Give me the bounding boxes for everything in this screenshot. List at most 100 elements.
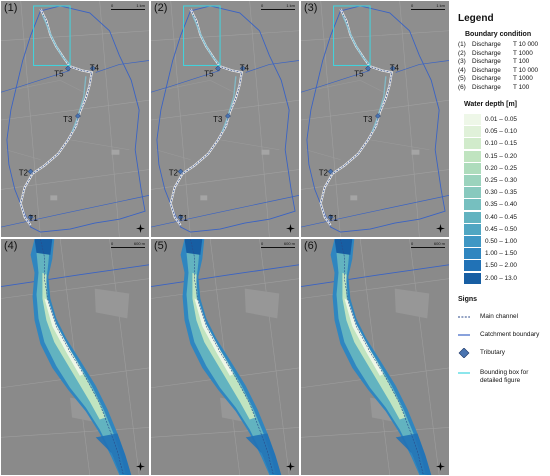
water-depth-heading: Water depth [m]	[464, 101, 518, 108]
water-depth-class: 0.10 – 0.15	[464, 138, 548, 150]
boundary-condition-period: T 10 000	[513, 41, 539, 48]
detail-flood-map	[1, 239, 149, 475]
north-arrow-icon	[136, 462, 145, 471]
tributary-label-t5: T5	[354, 69, 364, 78]
scale-bar-line	[261, 247, 295, 248]
water-depth-class: 1.50 – 2.00	[464, 260, 548, 272]
scale-bar-zero: 0	[111, 3, 114, 8]
tributary-label-t1: T1	[179, 214, 189, 223]
boundary-condition-period: T 1000	[513, 75, 533, 83]
boundary-condition-id: (2)	[458, 49, 466, 57]
water-depth-swatch	[464, 272, 481, 284]
boundary-condition-item: (5) Discharge T 1000	[458, 75, 550, 84]
boundary-condition-period: T 100	[513, 84, 530, 91]
sign-label: Main channel	[480, 313, 519, 320]
legend-title: Legend	[458, 13, 494, 24]
scale-bar-zero: 0	[411, 3, 414, 8]
water-depth-range: 0.05 – 0.10	[485, 128, 517, 136]
sign-label: Bounding box for detailed figure	[480, 369, 529, 384]
panel-label: (1)	[4, 2, 18, 14]
tributary-label-t5: T5	[204, 69, 214, 78]
water-depth-class: 0.15 – 0.20	[464, 150, 548, 163]
scale-bar-line	[411, 247, 445, 248]
scale-bar: 0 1 km	[411, 3, 445, 12]
tributary-marker-t3	[375, 113, 381, 119]
water-depth-class: 0.35 – 0.40	[464, 199, 548, 211]
boundary-condition-period: T 10 000	[513, 66, 539, 74]
water-depth-range: 0.20 – 0.25	[485, 164, 517, 172]
map-panel-6: (6) 0 600 m	[300, 238, 450, 476]
water-depth-swatch	[464, 211, 481, 223]
scale-bar-distance: 600 m	[433, 241, 445, 246]
boundary-condition-heading: Boundary condition	[465, 31, 532, 38]
tributary-label-t4: T4	[390, 63, 400, 72]
tributary-label-t3: T3	[213, 115, 223, 124]
scale-bar-zero: 0	[261, 3, 264, 8]
scale-bar-zero: 0	[411, 241, 414, 246]
scale-bar-distance: 600 m	[283, 241, 295, 246]
tributary-marker-t4	[89, 65, 96, 72]
water-depth-swatch	[464, 236, 481, 247]
water-depth-class: 0.01 – 0.05	[464, 114, 548, 126]
diamond-icon	[458, 348, 470, 358]
scale-bar-zero: 0	[261, 241, 264, 246]
tributary-label-t1: T1	[29, 214, 39, 223]
water-depth-class: 0.05 – 0.10	[464, 126, 548, 138]
boundary-condition-type: Discharge	[472, 58, 501, 66]
water-depth-range: 0.15 – 0.20	[485, 152, 517, 160]
tributary-marker-t1	[27, 214, 34, 221]
tributary-marker-t5	[65, 65, 72, 72]
sign-label: Catchment boundary	[480, 331, 540, 338]
water-depth-range: 0.50 – 1.00	[485, 238, 517, 245]
panel-label: (5)	[154, 240, 168, 252]
boundary-condition-id: (6)	[458, 84, 466, 91]
line-icon	[458, 334, 470, 336]
water-depth-range: 0.35 – 0.40	[485, 201, 517, 209]
tributary-marker-t1	[177, 214, 184, 221]
north-arrow-icon	[436, 462, 445, 471]
map-panel-5: (5) 0 600 m	[150, 238, 300, 476]
water-depth-class: 0.45 – 0.50	[464, 223, 548, 236]
boundary-condition-item: (2) Discharge T 1000	[458, 50, 550, 59]
water-depth-range: 0.01 – 0.05	[485, 116, 517, 123]
boundary-condition-type: Discharge	[472, 75, 501, 83]
scale-bar-distance: 600 m	[133, 241, 145, 246]
scale-bar: 0 1 km	[261, 3, 295, 12]
tributary-marker-t2	[27, 168, 34, 175]
north-arrow-icon	[286, 462, 295, 471]
tributary-marker-t1	[327, 214, 334, 221]
water-depth-class: 1.00 – 1.50	[464, 248, 548, 260]
north-arrow-icon	[136, 224, 145, 233]
map-panel-2: T5 T4 T3 T2 T1 (2) 0 1 km	[150, 0, 300, 238]
water-depth-class: 0.25 – 0.30	[464, 175, 548, 187]
scale-bar: 0 600 m	[411, 241, 445, 250]
scale-bar-line	[111, 9, 145, 10]
water-depth-class: 0.20 – 0.25	[464, 162, 548, 175]
water-depth-class: 2.00 – 13.0	[464, 272, 548, 285]
boundary-condition-period: T 1000	[513, 49, 533, 57]
tributary-label-t2: T2	[19, 169, 28, 178]
tributary-marker-t2	[177, 168, 184, 175]
scale-bar-zero: 0	[111, 241, 114, 246]
signs-heading: Signs	[458, 296, 478, 303]
dashed-line-icon	[458, 316, 470, 318]
water-depth-swatch	[464, 260, 481, 272]
scale-bar: 0 600 m	[111, 241, 145, 250]
line-icon	[458, 372, 470, 374]
map-panel-1: T5 T4 T3 T2 T1 (1) 0 1 km	[0, 0, 150, 238]
tributary-label-t5: T5	[54, 69, 64, 78]
water-depth-swatch	[464, 162, 481, 174]
water-depth-swatch	[464, 223, 481, 235]
tributary-marker-t5	[365, 65, 372, 72]
tributary-label-t2: T2	[169, 169, 178, 178]
tributary-marker-t3	[75, 113, 81, 119]
water-depth-range: 0.30 – 0.35	[485, 189, 517, 197]
water-depth-swatch	[464, 138, 481, 150]
scale-bar-distance: 1 km	[436, 3, 445, 8]
scale-bar: 0 1 km	[111, 3, 145, 12]
tributary-label-t4: T4	[90, 63, 100, 72]
water-depth-swatch	[464, 248, 481, 260]
boundary-condition-item: (3) Discharge T 100	[458, 58, 550, 67]
water-depth-range: 1.00 – 1.50	[485, 250, 517, 258]
boundary-condition-type: Discharge	[472, 41, 501, 48]
